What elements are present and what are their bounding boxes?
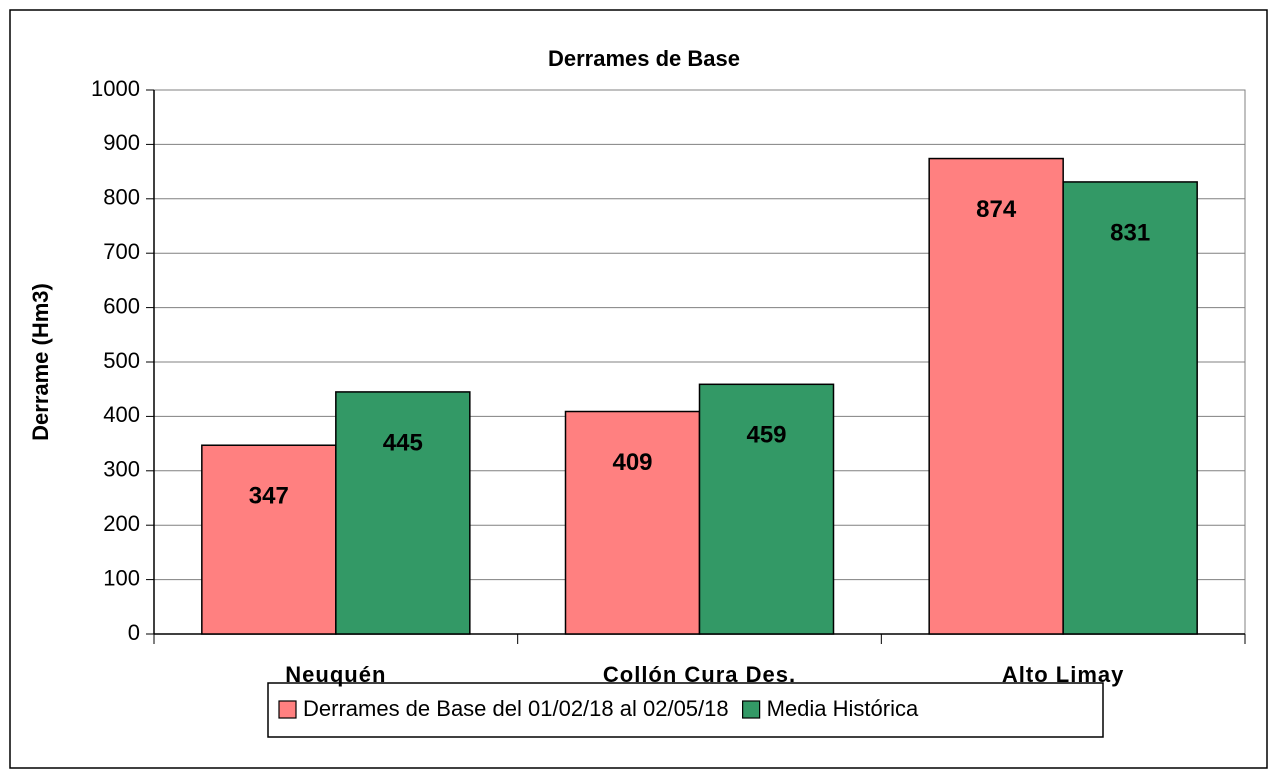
bar <box>928 157 1064 635</box>
bar <box>335 391 471 635</box>
y-tick-label: 500 <box>103 348 140 373</box>
data-label: 831 <box>1110 219 1150 246</box>
y-tick-label: 100 <box>103 565 140 590</box>
x-tick-label: Neuquén <box>285 662 386 687</box>
chart-title: Derrames de Base <box>548 46 740 71</box>
bar <box>698 383 835 635</box>
legend-label: Media Histórica <box>767 696 919 721</box>
bar <box>1062 181 1198 635</box>
legend-swatch <box>742 700 761 719</box>
bar <box>564 410 701 635</box>
data-label: 347 <box>249 483 289 510</box>
data-label: 459 <box>746 422 786 449</box>
data-label: 445 <box>383 429 423 456</box>
legend-swatch <box>278 700 297 719</box>
y-tick-label: 600 <box>103 293 140 318</box>
y-tick-label: 700 <box>103 239 140 264</box>
y-tick-label: 300 <box>103 457 140 482</box>
bar <box>201 444 337 635</box>
legend-label: Derrames de Base del 01/02/18 al 02/05/1… <box>303 696 729 721</box>
y-tick-label: 200 <box>103 511 140 536</box>
y-tick-label: 900 <box>103 130 140 155</box>
data-label: 409 <box>612 449 652 476</box>
x-tick-label: Alto Limay <box>1002 662 1124 687</box>
data-label: 874 <box>976 196 1017 223</box>
y-tick-label: 400 <box>103 402 140 427</box>
y-tick-label: 0 <box>128 620 140 645</box>
x-tick-label: Collón Cura Des. <box>603 662 796 687</box>
y-axis-label: Derrame (Hm3) <box>28 283 53 441</box>
y-tick-label: 800 <box>103 185 140 210</box>
legend <box>267 682 1104 738</box>
y-tick-label: 1000 <box>91 76 140 101</box>
